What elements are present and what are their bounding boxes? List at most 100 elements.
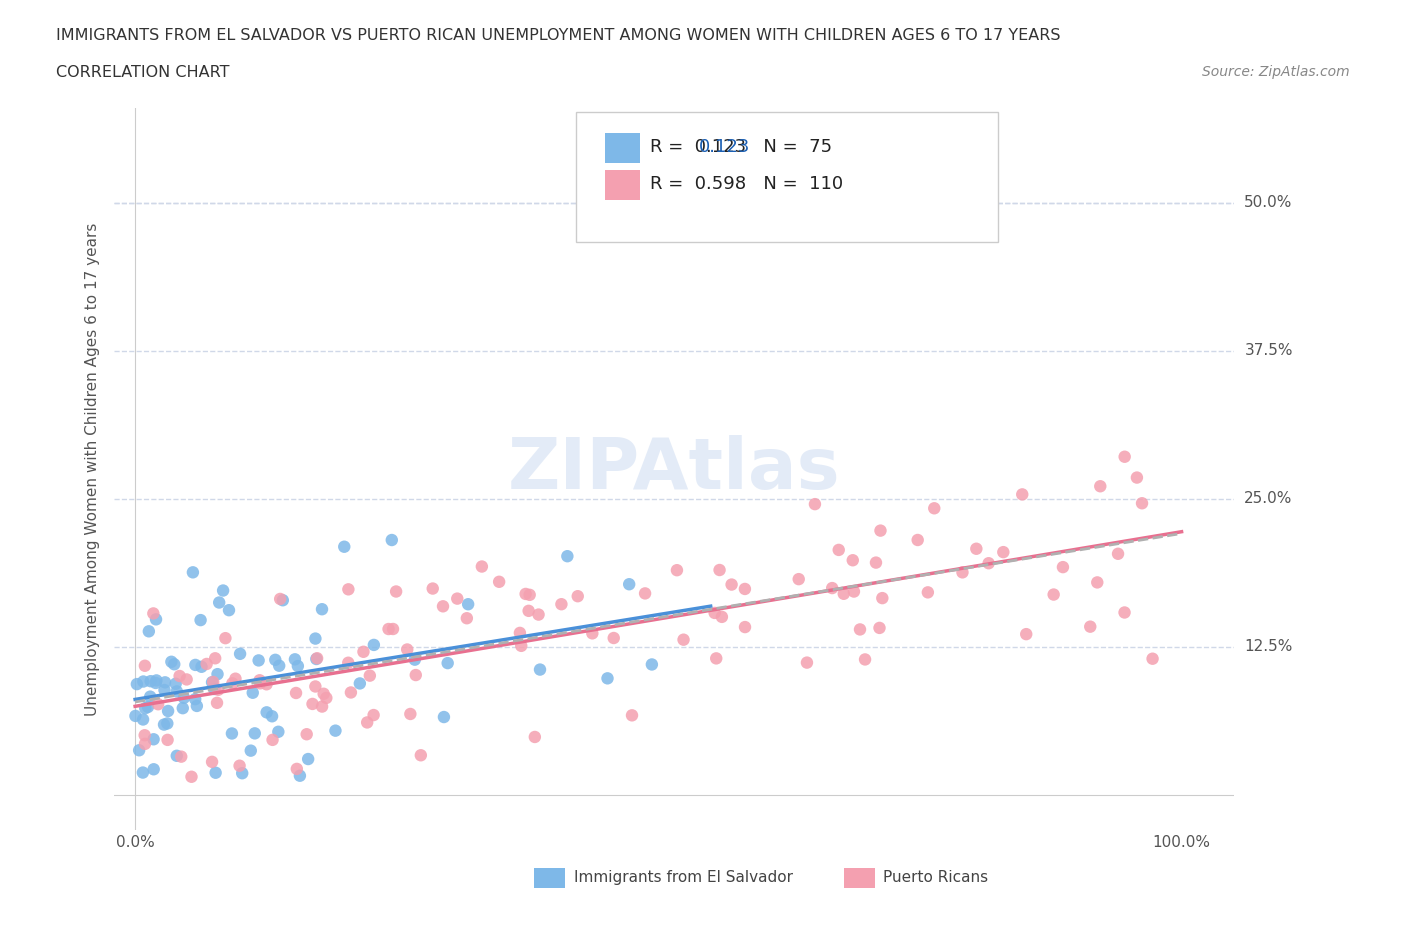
Point	[404, 652, 426, 667]
Point	[249, 672, 271, 687]
Point	[311, 699, 333, 714]
Point	[267, 724, 290, 739]
Point	[377, 621, 399, 636]
Point	[993, 545, 1015, 560]
Point	[145, 612, 167, 627]
Point	[1011, 487, 1033, 502]
Point	[1015, 627, 1038, 642]
Point	[621, 708, 644, 723]
Point	[1114, 605, 1136, 620]
Point	[917, 585, 939, 600]
Point	[170, 750, 193, 764]
Point	[869, 620, 891, 635]
Point	[550, 597, 572, 612]
Point	[221, 676, 243, 691]
Point	[176, 672, 198, 687]
Point	[311, 602, 333, 617]
Point	[134, 658, 156, 673]
Point	[396, 642, 419, 657]
Text: ZIPAtlas: ZIPAtlas	[508, 434, 841, 503]
Point	[787, 572, 810, 587]
Point	[842, 552, 865, 567]
Point	[849, 622, 872, 637]
Point	[128, 743, 150, 758]
Point	[201, 754, 224, 769]
Point	[228, 758, 250, 773]
Point	[1078, 619, 1101, 634]
Point	[172, 700, 194, 715]
Point	[180, 769, 202, 784]
Point	[581, 626, 603, 641]
Text: Puerto Ricans: Puerto Ricans	[883, 870, 988, 885]
Point	[529, 662, 551, 677]
Point	[1042, 587, 1064, 602]
Point	[312, 686, 335, 701]
Point	[184, 692, 207, 707]
Point	[214, 631, 236, 645]
Point	[207, 683, 229, 698]
Point	[204, 651, 226, 666]
Point	[256, 677, 278, 692]
Point	[239, 743, 262, 758]
Point	[720, 578, 742, 592]
Point	[156, 733, 179, 748]
Point	[305, 652, 328, 667]
Point	[247, 653, 270, 668]
Point	[337, 656, 360, 671]
Point	[229, 646, 252, 661]
Point	[446, 591, 468, 606]
Point	[952, 565, 974, 579]
Text: CORRELATION CHART: CORRELATION CHART	[56, 65, 229, 80]
Point	[262, 733, 284, 748]
Point	[325, 724, 347, 738]
Point	[796, 655, 818, 670]
Point	[672, 632, 695, 647]
Point	[204, 682, 226, 697]
Point	[596, 671, 619, 685]
Point	[190, 659, 212, 674]
Point	[527, 607, 550, 622]
Point	[1107, 546, 1129, 561]
Point	[509, 626, 531, 641]
Point	[382, 621, 405, 636]
Text: 12.5%: 12.5%	[1244, 639, 1292, 654]
Point	[359, 668, 381, 683]
Point	[153, 717, 176, 732]
Text: 0.123: 0.123	[699, 138, 751, 156]
Point	[146, 697, 169, 711]
Point	[436, 656, 458, 671]
Point	[304, 679, 326, 694]
Point	[1052, 560, 1074, 575]
Point	[136, 699, 159, 714]
Point	[208, 595, 231, 610]
Point	[202, 674, 225, 689]
Point	[169, 669, 191, 684]
Point	[132, 765, 155, 780]
Point	[519, 588, 541, 603]
Point	[734, 619, 756, 634]
Point	[349, 676, 371, 691]
Point	[218, 603, 240, 618]
Point	[821, 580, 844, 595]
Point	[269, 591, 291, 606]
Point	[710, 609, 733, 624]
Point	[262, 709, 284, 724]
Point	[134, 728, 156, 743]
Point	[242, 685, 264, 700]
Text: Source: ZipAtlas.com: Source: ZipAtlas.com	[1202, 65, 1350, 79]
Point	[363, 637, 385, 652]
Point	[337, 582, 360, 597]
Point	[433, 710, 456, 724]
Point	[510, 638, 533, 653]
Point	[617, 577, 640, 591]
Point	[457, 597, 479, 612]
Point	[139, 689, 162, 704]
Point	[704, 651, 727, 666]
Point	[205, 696, 228, 711]
Point	[142, 606, 165, 621]
Point	[922, 501, 945, 516]
Point	[634, 586, 657, 601]
Point	[405, 668, 427, 683]
Point	[224, 671, 246, 686]
Point	[287, 658, 309, 673]
